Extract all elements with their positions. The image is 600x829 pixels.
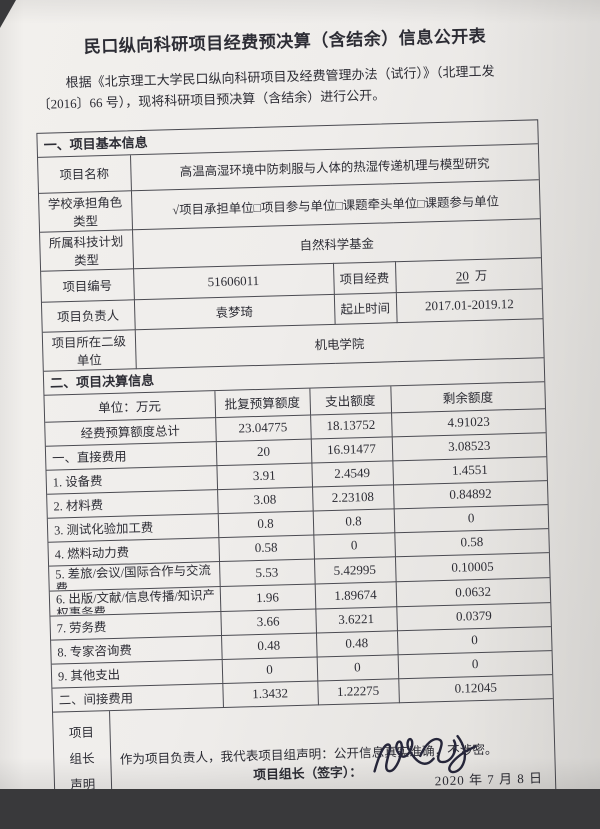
budget-spent: 1.89674 [314, 581, 397, 609]
budget-approved: 20 [215, 438, 312, 466]
budget-spent: 1.22275 [317, 678, 399, 705]
budget-spent: 0 [316, 654, 399, 681]
budget-spent: 0 [313, 532, 395, 559]
statement-table: 项目 组长 声明 作为项目负责人，我代表项目组声明：公开信息真实准确，不涉密。 … [53, 699, 555, 789]
budget-spent: 0.48 [315, 630, 398, 657]
period-value: 2017.01-2019.12 [395, 288, 543, 323]
leader-label: 项目负责人 [41, 299, 135, 332]
budget-col-remaining: 剩余额度 [390, 381, 545, 413]
basic-info-table: 项目名称 高温高湿环境中防刺服与人体的热湿传递机理与模型研究 学校承担角色类型 … [38, 144, 544, 371]
budget-remaining: 0.12045 [398, 674, 553, 703]
sign-label: 项目组长（签字）： [253, 764, 363, 782]
statement-body: 作为项目负责人，我代表项目组声明：公开信息真实准确，不涉密。 项目组长（签字）：… [109, 699, 555, 789]
footer-note: 注：项目负责人填写，由计划财务部负责公开。 [70, 806, 330, 828]
page-title: 民口纵向科研项目经费预决算（含结余）信息公开表 [83, 26, 487, 57]
budget-col-approved: 批复预算额度 [214, 388, 311, 418]
statement-header: 项目 组长 声明 [53, 710, 112, 789]
signature-scrawl [372, 734, 477, 773]
document-content: 民口纵向科研项目经费预决算（含结余）信息公开表 根据《北京理工大学民口纵向科研项… [33, 5, 557, 828]
budget-col-spent: 支出额度 [309, 385, 392, 415]
budget-approved: 0.58 [218, 534, 314, 562]
project-fund-value: 20 万 [394, 257, 542, 293]
budget-approved: 23.04775 [215, 414, 311, 442]
project-name-label: 项目名称 [38, 155, 131, 193]
budget-spent: 2.23108 [312, 484, 394, 511]
budget-approved: 3.91 [216, 462, 313, 490]
fund-amount: 20 [455, 267, 470, 284]
budget-table: 单位：万元 批复预算额度 支出额度 剩余额度 经费预算额度总计 23.04775… [44, 381, 553, 712]
budget-approved: 1.3432 [222, 680, 318, 708]
budget-spent: 5.42995 [313, 556, 396, 584]
secondary-unit-label: 项目所在二级单位 [42, 329, 136, 371]
budget-spent: 0.8 [312, 508, 395, 535]
role-type-label: 学校承担角色类型 [38, 190, 132, 232]
budget-approved: 3.66 [220, 608, 316, 636]
budget-approved: 5.53 [219, 558, 315, 587]
budget-approved: 0.48 [221, 632, 317, 660]
period-label: 起止时间 [333, 292, 397, 324]
photo-of-document: { "doc": { "title": "民口纵向科研项目经费预决算（含结余）信… [0, 0, 600, 789]
budget-approved: 1.96 [219, 583, 316, 612]
paper-sheet: 民口纵向科研项目经费预决算（含结余）信息公开表 根据《北京理工大学民口纵向科研项… [0, 0, 600, 789]
budget-spent: 3.6221 [315, 606, 397, 633]
signature-date: 2020 年 7 月 8 日 [434, 769, 544, 788]
fund-unit: 万 [474, 268, 488, 283]
budget-spent: 18.13752 [310, 412, 392, 439]
budget-spent: 2.4549 [311, 460, 393, 487]
plan-type-label: 所属科技计划类型 [40, 229, 134, 271]
statement-row: 项目 组长 声明 作为项目负责人，我代表项目组声明：公开信息真实准确，不涉密。 … [53, 699, 555, 789]
budget-approved: 0.8 [217, 510, 314, 538]
disclosure-table: 一、项目基本信息 项目名称 高温高湿环境中防刺服与人体的热湿传递机理与模型研究 … [36, 119, 557, 789]
project-number-label: 项目编号 [41, 268, 134, 302]
budget-spent: 16.91477 [310, 436, 393, 463]
budget-approved: 0 [221, 656, 318, 684]
intro-paragraph: 根据《北京理工大学民口纵向科研项目及经费管理办法（试行）》（北理工发〔2016〕… [37, 63, 495, 112]
project-fund-label: 项目经费 [332, 261, 396, 294]
budget-approved: 3.08 [217, 486, 313, 514]
